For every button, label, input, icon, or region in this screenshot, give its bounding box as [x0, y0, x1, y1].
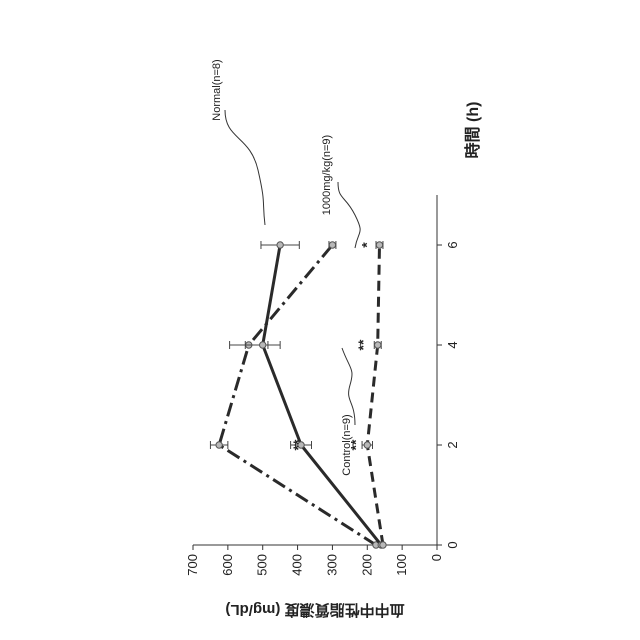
x-tick-label: 0 — [445, 541, 460, 548]
y-tick-label: 500 — [255, 554, 270, 576]
series-line-1 — [263, 245, 382, 545]
legend-label-1000mg: 1000mg/kg(n=9) — [321, 135, 333, 215]
data-point — [277, 242, 283, 248]
legend-leader-line — [338, 182, 360, 248]
data-point — [375, 342, 381, 348]
data-point — [216, 442, 222, 448]
x-tick-label: 6 — [445, 241, 460, 248]
x-tick-label: 4 — [445, 341, 460, 348]
data-point — [376, 242, 382, 248]
y-tick-label: 600 — [220, 554, 235, 576]
significance-mark: * — [358, 242, 374, 248]
y-tick-label: 400 — [290, 554, 305, 576]
data-point — [260, 342, 266, 348]
annotations: ******* — [290, 242, 375, 451]
legend-label-control: Control(n=9) — [341, 414, 353, 475]
data-point — [329, 242, 335, 248]
legend-leader-line — [342, 348, 355, 425]
legend-leaders — [225, 110, 360, 425]
labels: 血中中性脂質濃度 (mg/dL) 時間 (h) Control(n=9) 100… — [211, 59, 482, 619]
significance-mark: ** — [355, 339, 371, 350]
series-layer — [210, 241, 386, 548]
significance-mark: ** — [290, 439, 306, 450]
x-axis-label: 時間 (h) — [463, 102, 482, 159]
y-tick-label: 300 — [324, 554, 339, 576]
axes: 0 100 200 300 400 500 600 700 0 2 4 6 — [185, 195, 460, 576]
legend-leader-line — [225, 110, 265, 225]
x-tick-label: 2 — [445, 441, 460, 448]
y-axis-label: 血中中性脂質濃度 (mg/dL) — [225, 601, 404, 619]
y-tick-label: 700 — [185, 554, 200, 576]
data-point — [364, 442, 370, 448]
series-line-2 — [367, 245, 383, 545]
y-tick-label: 200 — [359, 554, 374, 576]
y-tick-label: 100 — [394, 554, 409, 576]
series-line-0 — [219, 245, 376, 545]
legend-label-normal: Normal(n=8) — [211, 59, 223, 120]
data-point — [380, 542, 386, 548]
rotated-plot: 01002003004005006007000246 ******* 血中中性脂… — [185, 59, 482, 619]
y-tick-label: 0 — [429, 554, 444, 561]
